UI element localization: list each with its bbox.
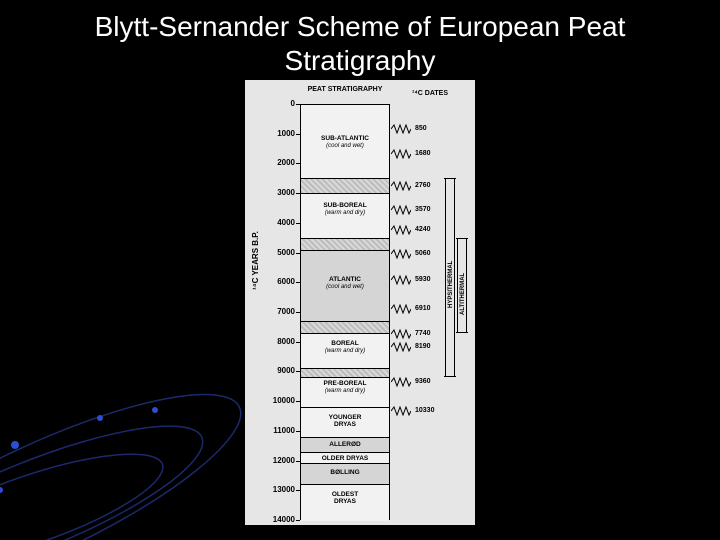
c14-date: 5930 [415,276,431,283]
y-tick-mark [296,431,300,432]
recurrence-surface-icon [391,329,411,339]
slide: Blytt-Sernander Scheme of European Peat … [0,0,720,540]
period-row: OLDER DRYAS [301,453,389,465]
period-row [301,369,389,378]
c14-date: 8190 [415,343,431,350]
c14-date: 9360 [415,378,431,385]
recurrence-surface-icon [391,205,411,215]
thermal-bar-label: HYPSITHERMAL [448,248,454,308]
y-tick: 1000 [267,129,295,138]
period-name: OLDESTDRYAS [301,491,389,505]
recurrence-surface-icon [391,377,411,387]
c14-date: 5060 [415,250,431,257]
y-tick: 0 [267,99,295,108]
recurrence-surface-icon [391,304,411,314]
y-tick: 7000 [267,307,295,316]
y-tick: 8000 [267,337,295,346]
y-axis-label: ¹⁴C YEARS B.P. [251,231,260,290]
period-name: BOREAL(warm and dry) [301,340,389,355]
y-tick-mark [296,193,300,194]
recurrence-surface-icon [391,149,411,159]
y-tick-mark [296,253,300,254]
c14-date: 850 [415,125,427,132]
recurrence-surface-icon [391,275,411,285]
y-tick: 5000 [267,248,295,257]
y-tick-mark [296,282,300,283]
y-tick-mark [296,401,300,402]
c14-date: 10330 [415,407,434,414]
y-tick-mark [296,163,300,164]
y-tick: 2000 [267,158,295,167]
c14-date: 6910 [415,305,431,312]
period-name: SUB-BOREAL(warm and dry) [301,202,389,217]
stratigraphy-figure: PEAT STRATIGRAPHY ¹⁴C DATES ¹⁴C YEARS B.… [245,80,475,525]
y-tick: 13000 [267,485,295,494]
recurrence-surface-icon [391,249,411,259]
recurrence-surface-icon [391,406,411,416]
period-row: ALLERØD [301,438,389,453]
slide-title: Blytt-Sernander Scheme of European Peat … [0,0,720,77]
recurrence-surface-icon [391,181,411,191]
period-row: BOREAL(warm and dry) [301,334,389,370]
period-row [301,322,389,334]
c14-date: 4240 [415,226,431,233]
y-tick: 4000 [267,218,295,227]
y-tick-mark [296,342,300,343]
y-tick-mark [296,134,300,135]
period-name: BØLLING [301,469,389,476]
y-tick-mark [296,520,300,521]
stratigraphy-column: SUB-ATLANTIC(cool and wet) SUB-BOREAL(war… [300,104,390,520]
period-row: BØLLING [301,464,389,485]
period-row [301,179,389,194]
recurrence-surface-icon [391,225,411,235]
period-row [301,239,389,251]
recurrence-surface-icon [391,342,411,352]
y-tick-mark [296,223,300,224]
period-row: ATLANTIC(cool and wet) [301,251,389,322]
y-tick-mark [296,490,300,491]
y-tick: 10000 [267,396,295,405]
y-tick-mark [296,371,300,372]
y-tick-mark [296,312,300,313]
y-tick: 6000 [267,277,295,286]
period-name: ALLERØD [301,441,389,448]
period-row: OLDESTDRYAS [301,485,389,521]
c14-date: 7740 [415,330,431,337]
period-row: PRE-BOREAL(warm and dry) [301,378,389,408]
c14-date: 1680 [415,150,431,157]
period-name: ATLANTIC(cool and wet) [301,276,389,291]
period-name: YOUNGERDRYAS [301,414,389,428]
orbit-decoration [0,160,260,540]
recurrence-surface-icon [391,124,411,134]
period-name: PRE-BOREAL(warm and dry) [301,380,389,395]
y-tick: 11000 [267,426,295,435]
column-header-peat: PEAT STRATIGRAPHY [300,86,390,93]
c14-date: 3570 [415,206,431,213]
period-row: SUB-ATLANTIC(cool and wet) [301,105,389,179]
period-row: YOUNGERDRYAS [301,408,389,438]
thermal-bar-label: ALTITHERMAL [460,255,466,315]
y-tick-mark [296,104,300,105]
y-tick-mark [296,461,300,462]
period-name: SUB-ATLANTIC(cool and wet) [301,135,389,150]
c14-date: 2760 [415,182,431,189]
y-tick: 3000 [267,188,295,197]
y-tick: 14000 [267,515,295,524]
period-name: OLDER DRYAS [301,455,389,462]
column-header-dates: ¹⁴C DATES [405,90,455,97]
period-row: SUB-BOREAL(warm and dry) [301,194,389,239]
y-tick: 9000 [267,366,295,375]
y-tick: 12000 [267,456,295,465]
